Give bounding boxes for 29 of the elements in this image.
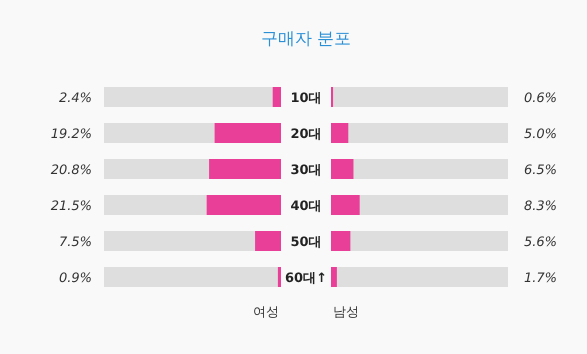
data-label: 0.6%: [524, 91, 558, 106]
bar: [331, 267, 337, 287]
data-label: 6.5%: [524, 163, 558, 178]
bar: [272, 87, 281, 107]
bar: [255, 231, 281, 251]
data-label: 21.5%: [50, 199, 92, 214]
bar: [331, 231, 350, 251]
y-tick-label: 60대↑: [285, 271, 327, 286]
bar: [331, 123, 348, 143]
data-label: 20.8%: [50, 163, 92, 178]
x-axis-title: 남성: [333, 305, 359, 320]
bar: [278, 267, 281, 287]
data-label: 5.0%: [524, 127, 558, 142]
data-label: 19.2%: [50, 127, 92, 142]
data-label: 0.9%: [58, 271, 92, 286]
x-axis-title: 여성: [253, 305, 279, 320]
y-tick-label: 30대: [290, 163, 322, 178]
data-label: 7.5%: [58, 235, 92, 250]
bar: [331, 195, 360, 215]
data-label: 8.3%: [524, 199, 558, 214]
bar: [331, 159, 354, 179]
data-label: 2.4%: [58, 91, 92, 106]
chart-title: 구매자 분포: [260, 29, 352, 49]
data-label: 1.7%: [524, 271, 558, 286]
data-label: 5.6%: [524, 235, 558, 250]
y-tick-label: 10대: [290, 91, 322, 106]
y-tick-label: 50대: [290, 235, 322, 250]
y-tick-label: 40대: [290, 199, 322, 214]
y-tick-label: 20대: [290, 127, 322, 142]
